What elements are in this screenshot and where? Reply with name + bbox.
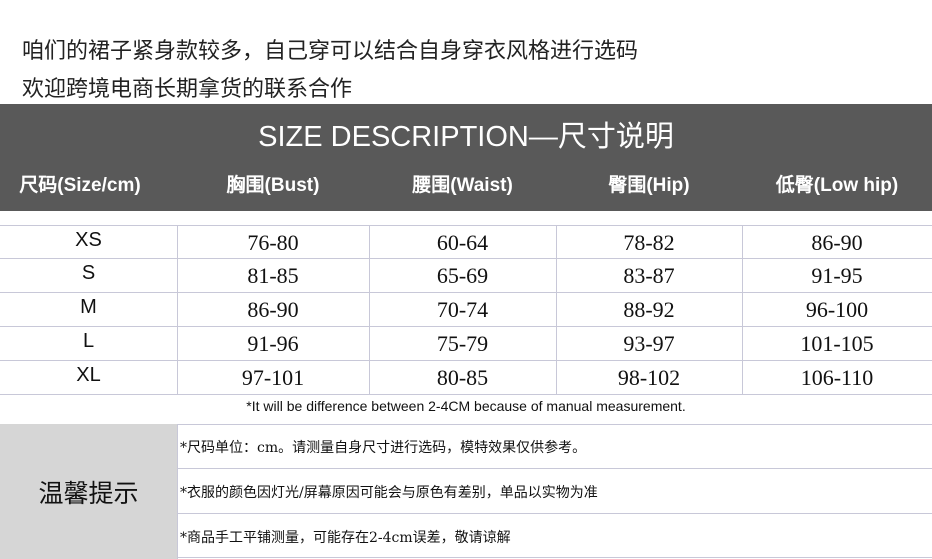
measurement-cell: 98-102 [617,365,681,390]
measurement-cell: 97-101 [241,365,305,390]
grid-line [0,513,932,514]
measurement-cell: 86-90 [811,230,863,255]
intro-line-2: 欢迎跨境电商长期拿货的联系合作 [22,77,353,102]
page-title: SIZE DESCRIPTION—尺寸说明 [258,121,674,153]
measurement-cell: 96-100 [805,297,869,322]
measurement-cell: 91-96 [247,331,299,356]
measurement-cell: 80-85 [436,365,489,390]
measurement-cell: 83-87 [623,263,675,288]
measurement-cell: 76-80 [247,230,299,255]
header-bust: 胸围(Bust) [226,175,320,196]
grid-line [0,258,932,259]
size-label: XS [75,229,102,251]
size-label: S [81,262,96,284]
grid-line [0,557,932,558]
measurement-cell: 88-92 [623,297,675,322]
size-label: XL [76,364,101,386]
measurement-cell: 101-105 [800,331,874,356]
grid-line [0,225,932,226]
size-label: L [82,330,95,352]
grid-line [742,225,743,394]
tip-2: *衣服的颜色因灯光/屏幕原因可能会与原色有差别，单品以实物为准 [180,485,598,501]
measurement-cell: 106-110 [800,365,874,390]
header-size: 尺码(Size/cm) [19,175,141,196]
measurement-cell: 60-64 [436,230,489,255]
grid-line [0,468,932,469]
measurement-cell: 70-74 [436,297,489,322]
header-low-hip: 低臀(Low hip) [775,175,899,196]
grid-line [177,225,178,394]
grid-line [0,292,932,293]
header-band [0,104,932,211]
grid-line [369,225,370,394]
measurement-cell: 75-79 [436,331,489,356]
measurement-note: *It will be difference between 2-4CM bec… [246,398,686,414]
grid-line [556,225,557,394]
header-hip: 臀围(Hip) [608,175,690,196]
grid-line [0,424,932,425]
grid-line [0,360,932,361]
grid-line [0,394,932,395]
measurement-cell: 81-85 [247,263,299,288]
tips-label: 温馨提示 [0,424,177,559]
size-label: M [80,296,97,318]
tip-3: *商品手工平铺测量，可能存在2-4cm误差，敬请谅解 [180,530,511,546]
measurement-cell: 91-95 [811,263,863,288]
measurement-cell: 86-90 [247,297,299,322]
grid-line [0,326,932,327]
header-waist: 腰围(Waist) [412,175,513,196]
intro-line-1: 咱们的裙子紧身款较多，自己穿可以结合自身穿衣风格进行选码 [22,39,639,64]
measurement-cell: 93-97 [623,331,675,356]
grid-line [177,424,178,559]
measurement-cell: 78-82 [623,230,675,255]
measurement-cell: 65-69 [436,263,489,288]
tip-1: *尺码单位：cm。请测量自身尺寸进行选码，模特效果仅供参考。 [180,440,587,456]
